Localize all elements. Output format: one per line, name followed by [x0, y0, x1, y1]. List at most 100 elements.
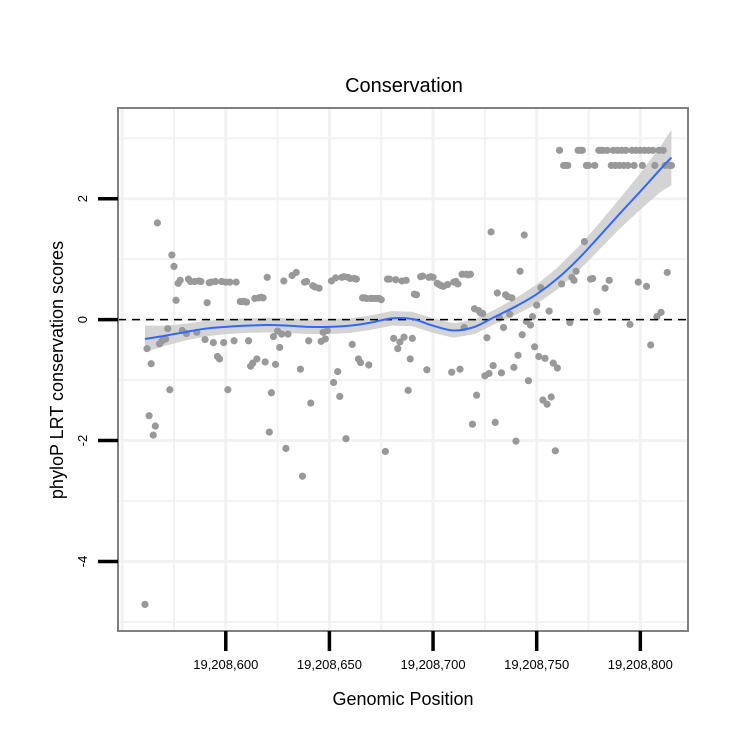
data-point — [332, 274, 340, 282]
data-point — [336, 392, 344, 401]
data-point — [512, 437, 520, 445]
data-point — [242, 298, 251, 306]
data-point — [572, 267, 580, 275]
data-point — [589, 274, 597, 283]
data-point — [282, 444, 290, 453]
data-point — [269, 332, 278, 341]
data-point — [659, 146, 667, 154]
x-axis-title: Genomic Position — [332, 689, 473, 709]
data-point — [356, 358, 365, 367]
data-point — [630, 161, 638, 170]
data-point — [454, 280, 462, 288]
data-point — [265, 428, 273, 436]
data-point — [209, 338, 217, 347]
data-point — [259, 294, 267, 302]
data-point — [394, 345, 402, 353]
data-point — [153, 219, 161, 227]
confidence-band-layer — [144, 129, 672, 353]
y-tick-label: 0 — [75, 316, 90, 323]
data-point — [307, 399, 315, 407]
data-point — [657, 308, 665, 316]
data-point — [468, 420, 477, 428]
data-point — [487, 228, 495, 236]
data-point — [516, 267, 524, 275]
data-point — [526, 321, 535, 329]
data-point — [172, 296, 180, 304]
x-axis: 19,208,600 19,208,650 19,208,700 19,208,750… — [193, 631, 673, 672]
data-point — [423, 366, 431, 374]
data-point — [143, 345, 151, 353]
data-point — [342, 435, 350, 443]
data-point — [514, 351, 522, 359]
data-point — [164, 325, 172, 333]
data-point — [329, 378, 338, 387]
data-point — [305, 337, 313, 345]
data-point — [497, 369, 506, 377]
data-point — [377, 296, 385, 304]
data-point — [406, 355, 414, 363]
data-point — [472, 391, 481, 399]
data-point — [334, 368, 342, 376]
x-tick-label: 19,208,650 — [297, 657, 362, 672]
data-point — [601, 284, 609, 292]
data-point — [323, 326, 331, 335]
x-tick-label: 19,208,800 — [608, 657, 673, 672]
data-point — [278, 330, 286, 338]
data-point — [166, 386, 174, 394]
data-point — [508, 294, 516, 302]
data-point — [489, 361, 497, 370]
data-point — [624, 161, 632, 170]
data-point — [651, 161, 659, 170]
data-point — [647, 341, 655, 349]
y-tick-label: -2 — [75, 435, 90, 447]
data-point — [162, 335, 170, 343]
data-point — [429, 273, 437, 281]
y-axis-title: phyloP LRT conservation scores — [47, 241, 67, 499]
data-point — [520, 231, 528, 239]
data-point — [448, 368, 456, 376]
data-point — [649, 146, 657, 154]
data-point — [634, 278, 642, 286]
data-point — [570, 276, 578, 284]
data-point — [506, 310, 514, 318]
data-point — [385, 275, 394, 283]
data-point — [271, 360, 280, 368]
data-point — [557, 280, 566, 288]
data-point — [535, 352, 543, 361]
data-point — [603, 146, 611, 154]
x-tick-label: 19,208,700 — [401, 657, 466, 672]
data-point — [400, 333, 408, 341]
data-point — [479, 309, 487, 318]
data-point — [553, 364, 562, 372]
data-point — [412, 291, 421, 299]
data-point — [215, 355, 224, 363]
data-point — [466, 270, 474, 278]
data-point — [667, 161, 676, 170]
data-point — [176, 276, 184, 284]
data-point — [298, 472, 307, 480]
data-point — [491, 418, 499, 427]
data-point — [381, 447, 389, 456]
data-point — [626, 320, 634, 329]
data-point — [524, 377, 533, 385]
data-point — [518, 331, 526, 339]
data-point — [404, 386, 412, 394]
data-point — [543, 400, 551, 408]
data-point — [551, 447, 559, 455]
data-point — [443, 280, 452, 289]
data-point — [348, 340, 356, 349]
y-tick-label: -4 — [75, 556, 90, 568]
smooth-line-layer — [144, 156, 673, 340]
data-point — [533, 301, 541, 309]
data-point — [292, 268, 300, 277]
data-point — [392, 276, 400, 284]
data-point — [365, 361, 373, 369]
data-point — [224, 386, 232, 394]
chart-title: Conservation — [345, 75, 463, 97]
data-point — [402, 276, 410, 284]
data-point — [253, 355, 261, 363]
scatter-points — [141, 146, 676, 608]
data-point — [244, 337, 253, 345]
data-point — [168, 251, 176, 259]
